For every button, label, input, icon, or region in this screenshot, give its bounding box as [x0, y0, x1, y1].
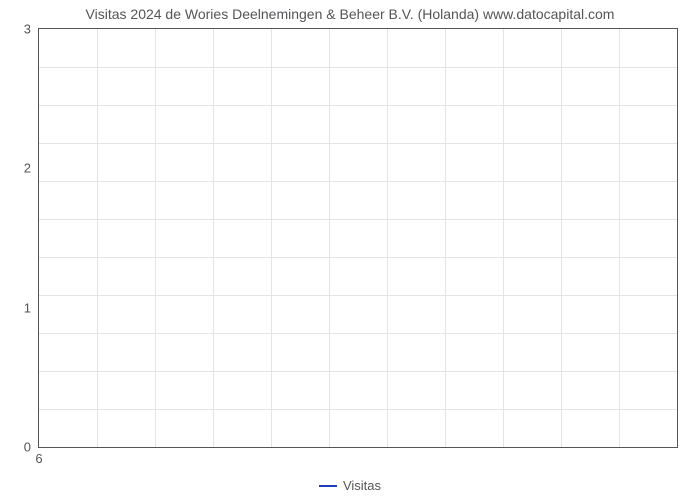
grid-v: [503, 29, 504, 447]
grid-h: [39, 67, 677, 68]
grid-v: [213, 29, 214, 447]
y-tick-label: 2: [24, 161, 31, 176]
grid-v: [155, 29, 156, 447]
legend-label: Visitas: [343, 478, 381, 493]
grid-h: [39, 333, 677, 334]
chart-title: Visitas 2024 de Wories Deelnemingen & Be…: [0, 6, 700, 22]
x-tick-label: 6: [35, 451, 42, 466]
grid-v: [561, 29, 562, 447]
grid-v: [619, 29, 620, 447]
grid-v: [329, 29, 330, 447]
grid-v: [387, 29, 388, 447]
y-tick-label: 1: [24, 300, 31, 315]
grid-v: [445, 29, 446, 447]
grid-h: [39, 257, 677, 258]
grid-h: [39, 105, 677, 106]
grid-v: [97, 29, 98, 447]
grid-h: [39, 409, 677, 410]
y-tick-label: 0: [24, 440, 31, 455]
plot-area: 01236: [38, 28, 678, 448]
chart-container: Visitas 2024 de Wories Deelnemingen & Be…: [0, 0, 700, 500]
grid-h: [39, 143, 677, 144]
legend-swatch: [319, 485, 337, 487]
y-tick-label: 3: [24, 22, 31, 37]
chart-legend: Visitas: [0, 478, 700, 493]
grid-h: [39, 181, 677, 182]
grid-h: [39, 371, 677, 372]
grid-v: [271, 29, 272, 447]
grid-h: [39, 295, 677, 296]
grid-h: [39, 219, 677, 220]
